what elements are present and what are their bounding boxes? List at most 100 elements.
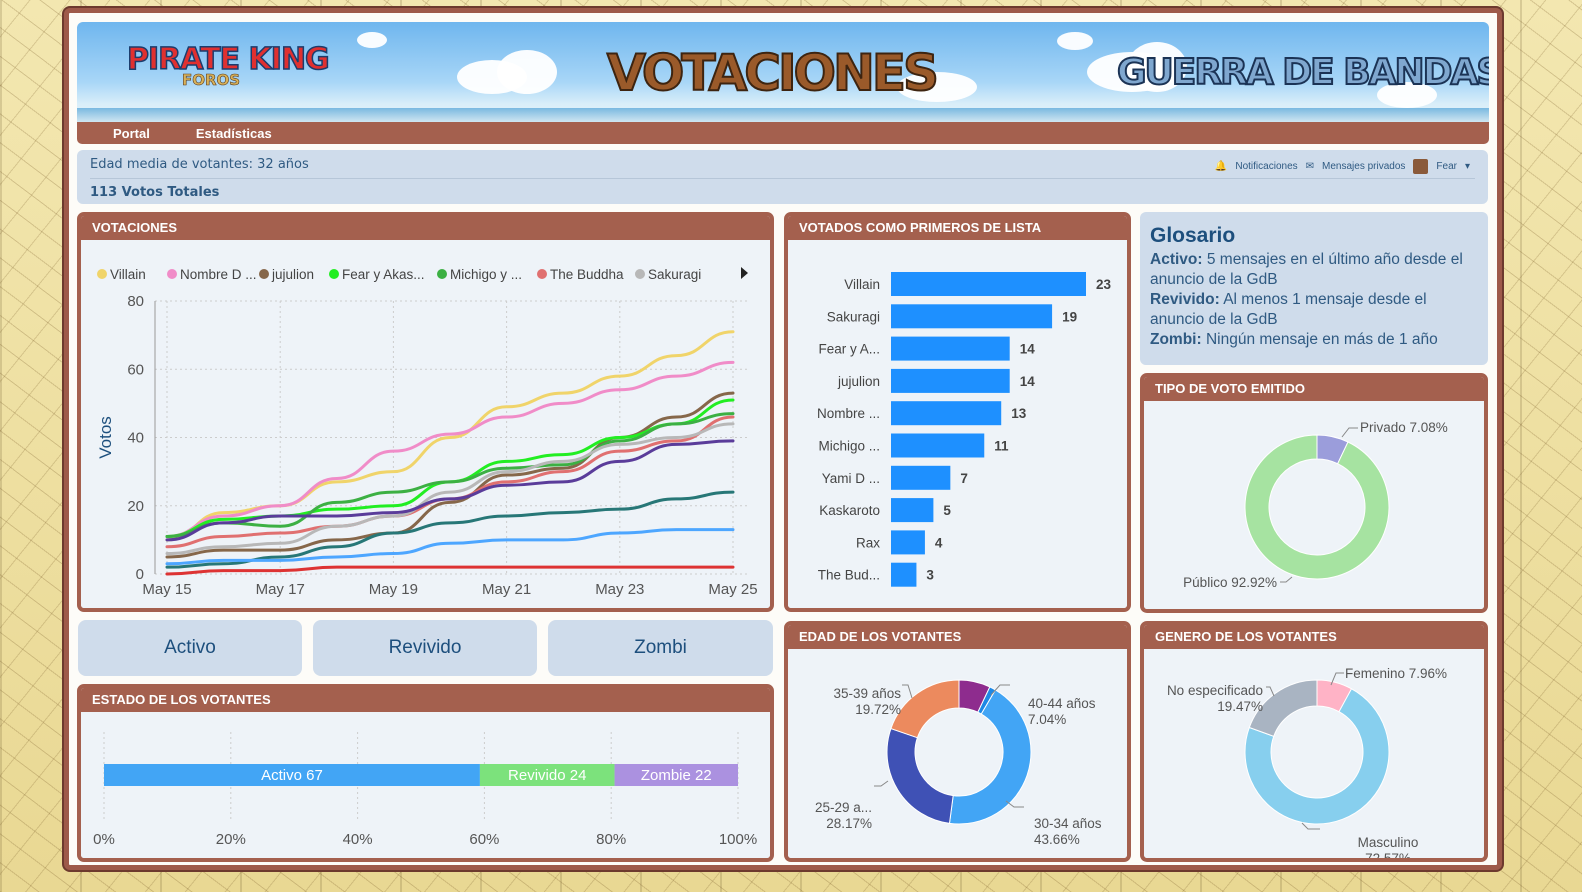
x-tick-label: 20% [216,831,246,848]
bar [891,465,951,490]
donut-slice [1244,688,1390,825]
bar-value-label: 23 [1096,277,1112,292]
legend-label: Sakuragi [648,267,701,282]
series-line [165,412,735,538]
x-tick-label: May 25 [708,581,757,598]
slice-label: 35-39 años [833,686,901,701]
slice-label: Público 92.92% [1183,575,1277,590]
avatar[interactable] [1413,159,1429,174]
bar-value-label: 14 [1020,374,1036,389]
leader-line [1301,822,1320,830]
leader-line [1005,800,1024,808]
bar [891,304,1053,329]
glosario-title: Glosario [1150,224,1236,247]
slice-label: 19.47% [1217,699,1263,714]
estado-stacked-bar: 0% 20% 40% 60% 80% 100% Activo 67 Revivido 24 Zo… [93,732,757,848]
bar-value-label: 7 [960,471,968,486]
panel-title: ESTADO DE LOS VOTANTES [81,688,770,712]
category-label: Kaskaroto [819,503,880,518]
nav-estadisticas[interactable]: Estadísticas [195,125,272,141]
bar-segment [104,764,480,786]
bar-segment-label: Activo 67 [261,767,323,784]
y-axis-label: Votos [96,416,115,459]
x-tick-label: 80% [596,831,626,848]
legend-label: Nombre D ... [180,267,257,282]
legend-label: The Buddha [550,267,624,282]
series-line [165,391,735,559]
bell-icon[interactable]: 🔔 [1214,161,1228,172]
x-tick-label: May 21 [482,581,531,598]
legend-label: Fear y Akas... [342,267,425,282]
slice-label: 7.04% [1028,712,1066,727]
legend-label: Michigo y ... [450,267,522,282]
slice-label: Privado 7.08% [1360,420,1448,435]
bar [891,336,1010,361]
y-tick-label: 40 [127,430,144,447]
activo-button[interactable]: Activo [78,620,302,676]
glosario-item: Activo: 5 mensajes en el último año desd… [1150,251,1463,288]
category-label: Michigo ... [818,439,880,454]
glosario-item: Zombi: Ningún mensaje en más de 1 año [1150,331,1438,348]
envelope-icon[interactable]: ✉ [1305,161,1315,172]
glosario-item: Revivido: Al menos 1 mensaje desde el an… [1150,291,1427,328]
total-votes-text: 113 Votos Totales [90,185,220,200]
slice-label: 19.72% [855,702,901,717]
revivido-button[interactable]: Revivido [313,620,537,676]
series-line [165,490,735,569]
x-tick-label: 100% [719,831,757,848]
leader-line [902,684,913,699]
leader-line [990,684,1010,696]
slice-label: 30-34 años [1034,816,1102,831]
primeros-bar-chart: Villain 23 Sakuragi 19 Fear y A... 14 jujulion… [817,272,1112,587]
guerra-bandas-logo: GUERRA DE BANDAS [1116,51,1489,94]
panel-title: VOTADOS COMO PRIMEROS DE LISTA [788,216,1127,240]
category-label: jujulion [837,374,880,389]
edad-panel: EDAD DE LOS VOTANTES 40-44 años 7.04% 30-3… [784,621,1131,862]
header-banner: PIRATE KING FOROS VOTACIONES GUERRA DE B… [77,22,1489,122]
bar [891,272,1086,296]
slice-label: No especificado [1167,683,1263,698]
x-tick-label: 40% [343,831,373,848]
chevron-down-icon[interactable]: ▾ [1464,161,1470,172]
category-label: Sakuragi [827,309,880,324]
leader-line [1330,672,1344,686]
x-tick-label: May 15 [142,581,191,598]
x-tick-label: May 19 [369,581,418,598]
panel-title: TIPO DE VOTO EMITIDO [1144,377,1484,401]
slice-label: 43.66% [1034,832,1080,847]
panel-title: VOTACIONES [81,216,770,240]
zombi-button[interactable]: Zombi [548,620,773,676]
bar-value-label: 3 [926,568,934,583]
category-label: Rax [856,535,880,550]
series-line [165,439,735,542]
tipo-voto-donut: Privado 7.08% Público 92.92% [1183,420,1448,590]
slice-label: 28.17% [826,816,872,831]
nav-portal[interactable]: Portal [113,125,150,141]
donut-slice [886,727,954,824]
bar [891,401,1002,426]
x-tick-label: 0% [93,831,115,848]
bar-segment [614,764,738,786]
leader-line [1341,427,1358,438]
pirate-king-logo[interactable]: PIRATE KING FOROS [126,41,330,89]
x-tick-label: May 17 [256,581,305,598]
legend-marker [259,269,269,279]
notifications-link[interactable]: Notificaciones [1235,161,1298,172]
user-menu[interactable]: Fear [1436,161,1457,172]
avg-age-text: Edad media de votantes: 32 años [90,157,309,172]
bar-value-label: 4 [935,535,943,550]
bar [891,530,925,555]
legend-marker [537,269,547,279]
genero-donut: Femenino 7.96% Masculino72.57% No especifi… [1167,666,1447,858]
bar-segment [479,764,615,786]
bar-segment-label: Revivido 24 [508,767,586,784]
y-tick-label: 60 [127,361,144,378]
legend-marker [329,269,339,279]
legend-next-icon[interactable] [741,267,748,279]
bar-value-label: 5 [943,503,951,518]
messages-link[interactable]: Mensajes privados [1322,161,1406,172]
bar [891,368,1010,393]
bar-value-label: 14 [1020,342,1036,357]
category-label: Nombre ... [817,406,880,421]
